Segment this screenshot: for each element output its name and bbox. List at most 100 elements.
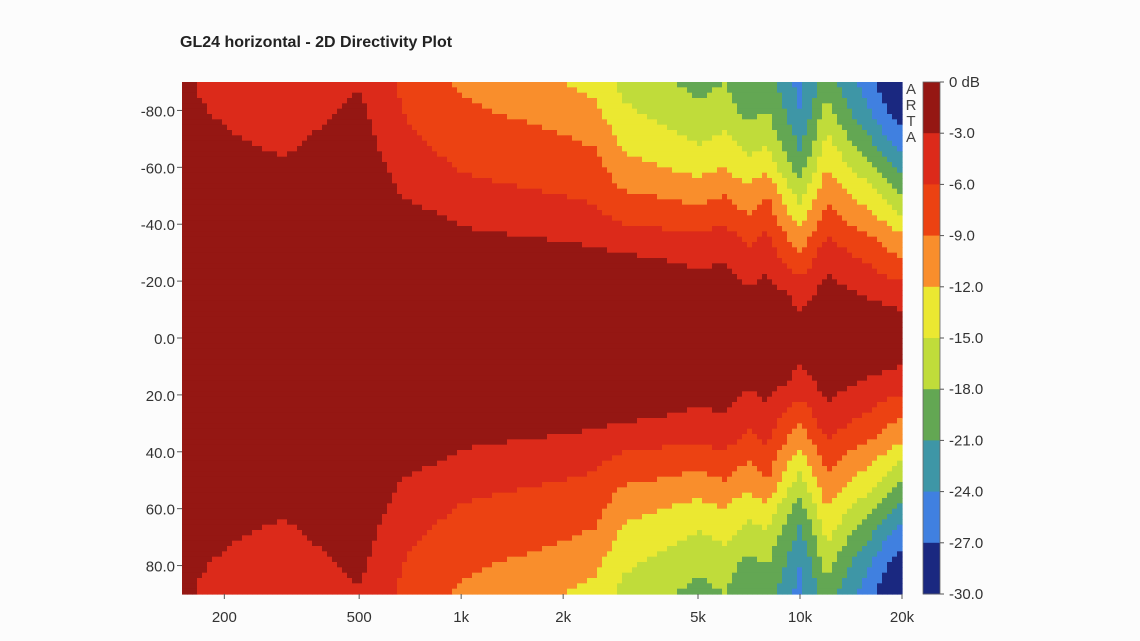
heatmap-cell [277,119,283,126]
heatmap-cell [272,439,278,446]
heatmap-cell [252,359,258,366]
heatmap-cell [312,316,318,323]
heatmap-cell [187,231,193,238]
heatmap-cell [182,375,188,382]
heatmap-cell [327,263,333,270]
heatmap-cell [397,220,403,227]
heatmap-cell [357,583,363,590]
heatmap-cell [222,508,228,515]
heatmap-cell [342,556,348,563]
heatmap-cell [337,311,343,318]
heatmap-cell [437,476,443,483]
heatmap-cell [212,444,218,451]
heatmap-cell [227,428,233,435]
heatmap-cell [187,327,193,334]
heatmap-cell [302,263,308,270]
heatmap-cell [317,364,323,371]
heatmap-cell [187,114,193,120]
heatmap-cell [422,242,428,248]
heatmap-cell [282,359,288,366]
heatmap-cell [337,348,343,355]
heatmap-cell [232,487,238,494]
heatmap-cell [207,471,213,478]
heatmap-cell [337,492,343,499]
heatmap-cell [387,242,393,248]
heatmap-cell [422,450,428,456]
heatmap-cell [292,455,298,462]
heatmap-cell [367,119,373,126]
heatmap-cell [292,204,298,211]
heatmap-cell [222,546,228,552]
heatmap-cell [247,359,253,366]
heatmap-cell [182,434,188,440]
heatmap-cell [247,407,253,414]
heatmap-cell [417,418,423,424]
heatmap-cell [422,231,428,238]
heatmap-cell [217,476,223,483]
heatmap-cell [432,236,438,243]
heatmap-cell [217,114,223,120]
heatmap-cell [257,567,263,574]
heatmap-cell [402,455,408,462]
heatmap-cell [387,194,393,200]
heatmap-cell [347,151,353,158]
heatmap-cell [302,588,308,595]
heatmap-cell [397,306,403,312]
heatmap-cell [377,338,383,344]
heatmap-cell [252,162,258,168]
heatmap-cell [242,258,248,264]
heatmap-cell [382,316,388,323]
heatmap-cell [372,183,378,190]
heatmap-cell [427,402,433,408]
heatmap-cell [347,322,353,328]
heatmap-cell [352,183,358,190]
heatmap-cell [432,450,438,456]
heatmap-cell [272,514,278,520]
heatmap-cell [342,332,348,339]
heatmap-cell [387,236,393,243]
heatmap-cell [232,391,238,398]
heatmap-cell [202,455,208,462]
heatmap-cell [302,156,308,163]
heatmap-cell [222,562,228,568]
heatmap-cell [267,540,273,547]
heatmap-cell [432,135,438,142]
heatmap-cell [437,348,443,355]
heatmap-cell [317,578,323,584]
heatmap-cell [217,535,223,542]
heatmap-cell [197,306,203,312]
heatmap-cell [292,194,298,200]
heatmap-cell [257,140,263,147]
heatmap-cell [377,514,383,520]
heatmap-cell [372,247,378,254]
heatmap-cell [412,455,418,462]
heatmap-cell [397,498,403,504]
heatmap-cell [327,396,333,403]
heatmap-cell [392,188,398,195]
heatmap-cell [402,268,408,275]
heatmap-cell [197,114,203,120]
heatmap-cell [297,407,303,414]
heatmap-cell [307,540,313,547]
heatmap-cell [332,199,338,206]
heatmap-cell [187,188,193,195]
heatmap-cell [362,444,368,451]
heatmap-cell [387,380,393,387]
heatmap-cell [242,215,248,222]
heatmap-cell [257,338,263,344]
heatmap-cell [207,172,213,179]
heatmap-cell [192,172,198,179]
heatmap-cell [337,140,343,147]
heatmap-cell [207,300,213,307]
heatmap-cell [182,380,188,387]
heatmap-cell [242,226,248,232]
heatmap-cell [417,284,423,291]
heatmap-cell [222,391,228,398]
heatmap-cell [192,455,198,462]
heatmap-cell [327,108,333,115]
heatmap-cell [242,338,248,344]
heatmap-cell [277,156,283,163]
heatmap-cell [317,215,323,222]
heatmap-cell [307,311,313,318]
heatmap-cell [412,247,418,254]
